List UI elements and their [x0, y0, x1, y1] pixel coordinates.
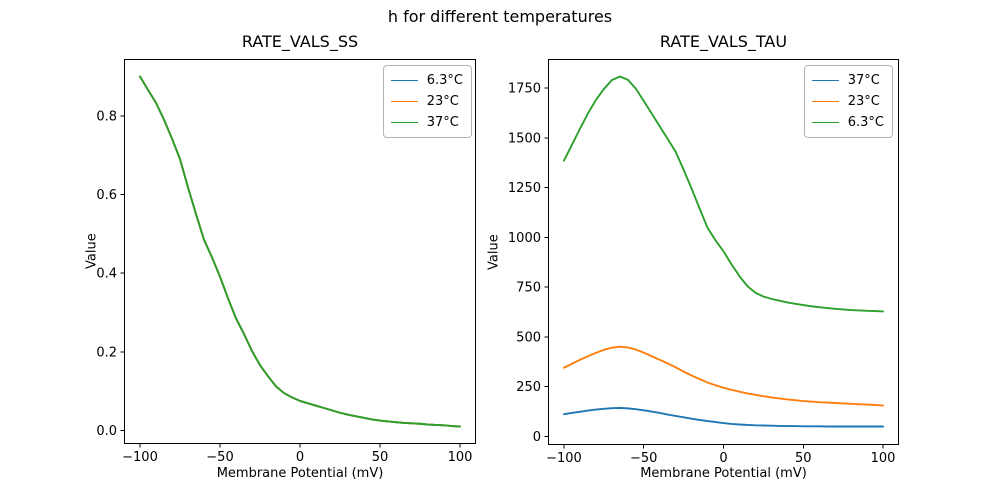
legend-entry: 37°C [390, 112, 463, 133]
x-tick-label: −100 [546, 451, 582, 466]
y-tick-label: 0.0 [96, 424, 117, 439]
y-tick-label: 0.6 [96, 188, 117, 203]
y-tick-label: 1750 [508, 82, 541, 97]
legend-label: 23°C [426, 94, 459, 109]
y-tick-label: 1000 [508, 231, 541, 246]
legend-line-sample [811, 122, 839, 123]
legend-left: 6.3°C 23°C 37°C [382, 65, 472, 138]
legend-entry: 6.3°C [390, 70, 463, 91]
legend-line-sample [390, 122, 418, 123]
axes-spines [548, 59, 899, 445]
legend-line-sample [811, 101, 839, 102]
legend-entry: 37°C [811, 70, 884, 91]
y-tick-label: 1250 [508, 181, 541, 196]
axes-canvas: −100 −50 0 50 100 0.0 0.2 0.4 0.6 0.8 [96, 59, 476, 465]
series-line-6.3C [562, 75, 884, 313]
legend-label: 23°C [847, 94, 880, 109]
y-tick-label: 250 [516, 380, 541, 395]
y-tick-label: 750 [516, 281, 541, 296]
y-tick-label: 0.4 [96, 267, 117, 282]
x-axis-label-right: Membrane Potential (mV) [640, 466, 807, 481]
subplot-title-rate-vals-tau: RATE_VALS_TAU [659, 32, 788, 51]
series-line-37C [562, 407, 884, 428]
x-tick-label: 0 [296, 450, 304, 465]
y-axis-label-right: Value [486, 234, 502, 270]
plot-area-rate-vals-ss: −100 −50 0 50 100 0.0 0.2 0.4 0.6 0.8 [96, 59, 476, 465]
y-tick-label: 0.8 [96, 109, 117, 124]
x-tick-label: 50 [372, 450, 389, 465]
x-tick-label: 50 [795, 451, 812, 466]
y-tick-label: 0.2 [96, 345, 117, 360]
figure-title: h for different temperatures [387, 7, 613, 26]
y-tick-label: 0 [533, 430, 541, 445]
legend-label: 37°C [426, 115, 459, 130]
x-tick-label: −100 [122, 450, 158, 465]
x-tick-label: −50 [206, 450, 233, 465]
axes-spines [124, 59, 476, 444]
legend-right: 37°C 23°C 6.3°C [803, 65, 893, 138]
legend-line-sample [811, 80, 839, 81]
y-tick-label: 1500 [508, 131, 541, 146]
y-tick-label: 500 [516, 330, 541, 345]
x-tick-label: 100 [871, 451, 896, 466]
x-tick-label: 100 [448, 450, 473, 465]
plot-area-rate-vals-tau: −100 −50 0 50 100 0 250 500 750 1000 1250 1500 1750 [508, 59, 899, 466]
legend-label: 37°C [847, 73, 880, 88]
legend-label: 6.3°C [847, 115, 884, 130]
legend-entry: 23°C [390, 91, 463, 112]
x-axis-label-left: Membrane Potential (mV) [216, 466, 384, 481]
legend-label: 6.3°C [426, 73, 463, 88]
legend-line-sample [390, 101, 418, 102]
x-tick-label: −50 [630, 451, 657, 466]
series-line-37C [139, 75, 461, 428]
legend-entry: 6.3°C [811, 112, 884, 133]
series-line-23C [562, 345, 884, 407]
subplot-title-rate-vals-ss: RATE_VALS_SS [241, 32, 359, 51]
legend-entry: 23°C [811, 91, 884, 112]
x-tick-label: 0 [719, 451, 727, 466]
legend-line-sample [390, 80, 418, 81]
